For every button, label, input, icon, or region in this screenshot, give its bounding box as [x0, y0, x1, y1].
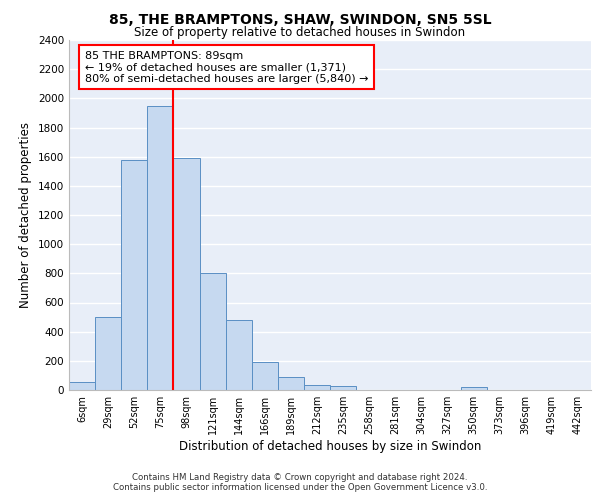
- Bar: [226, 320, 252, 390]
- Bar: [95, 317, 121, 390]
- Text: 85, THE BRAMPTONS, SHAW, SWINDON, SN5 5SL: 85, THE BRAMPTONS, SHAW, SWINDON, SN5 5S…: [109, 12, 491, 26]
- Text: Size of property relative to detached houses in Swindon: Size of property relative to detached ho…: [134, 26, 466, 39]
- Bar: [252, 362, 278, 390]
- Text: 85 THE BRAMPTONS: 89sqm
← 19% of detached houses are smaller (1,371)
80% of semi: 85 THE BRAMPTONS: 89sqm ← 19% of detache…: [85, 50, 368, 84]
- Bar: [199, 274, 226, 390]
- Bar: [304, 385, 330, 390]
- X-axis label: Distribution of detached houses by size in Swindon: Distribution of detached houses by size …: [179, 440, 481, 453]
- Bar: [461, 387, 487, 390]
- Bar: [330, 386, 356, 390]
- Bar: [148, 106, 173, 390]
- Y-axis label: Number of detached properties: Number of detached properties: [19, 122, 32, 308]
- Text: Contains HM Land Registry data © Crown copyright and database right 2024.
Contai: Contains HM Land Registry data © Crown c…: [113, 473, 487, 492]
- Bar: [69, 382, 95, 390]
- Bar: [121, 160, 148, 390]
- Bar: [173, 158, 199, 390]
- Bar: [278, 377, 304, 390]
